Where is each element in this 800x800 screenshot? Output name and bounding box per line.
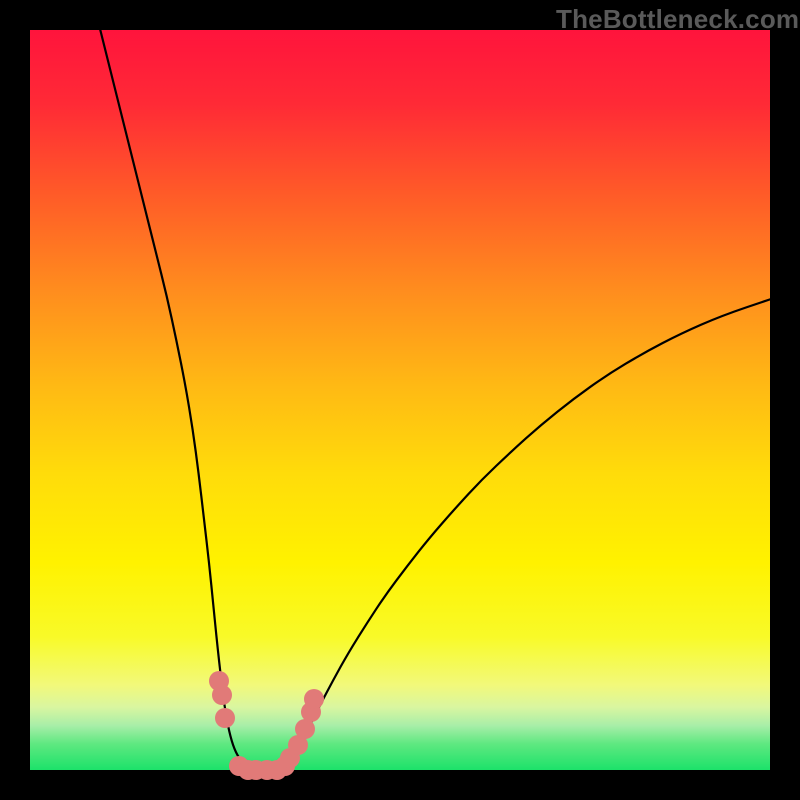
data-point <box>212 685 232 705</box>
curve-right <box>248 299 770 770</box>
bottleneck-curve <box>0 0 800 800</box>
data-point <box>304 689 324 709</box>
curve-left <box>100 30 248 770</box>
watermark-text: TheBottleneck.com <box>556 4 799 35</box>
